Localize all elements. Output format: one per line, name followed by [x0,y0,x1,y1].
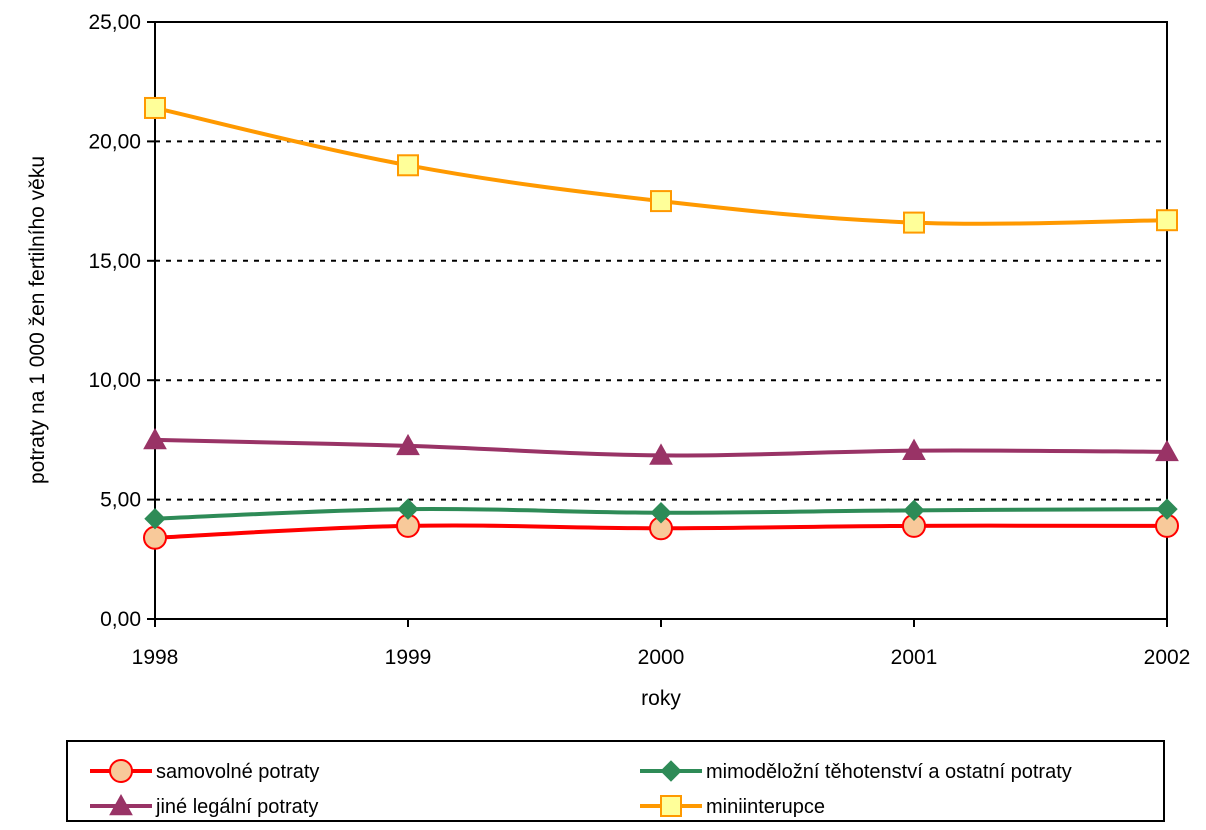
data-point [1156,209,1178,232]
legend-label: miniinterupce [706,796,825,818]
data-point [397,154,419,177]
legend-item: jiné legální potraty [90,793,318,818]
data-point [396,433,420,456]
legend-label: jiné legální potraty [155,796,318,818]
x-tick-label: 1998 [132,646,179,669]
legend-item: mimoděložní těhotenství a ostatní potrat… [640,760,1072,783]
data-point [143,427,167,450]
y-tick-label: 5,00 [100,489,141,512]
x-axis-title: roky [641,687,681,710]
data-point [650,502,672,524]
data-point [649,443,673,465]
series-2 [143,427,1179,465]
data-point [902,438,926,460]
grid-lines [155,140,1167,501]
y-tick-label: 20,00 [88,130,141,153]
legend-item: samovolné potraty [90,759,319,783]
data-point [903,211,925,234]
y-tick-label: 0,00 [100,608,141,631]
y-tick-label: 25,00 [88,11,141,34]
legend-marker [109,759,133,783]
series-3 [144,96,1178,234]
data-point [1156,498,1178,520]
data-point [143,525,167,550]
data-point [144,507,166,530]
x-tick-label: 2002 [1144,646,1191,669]
legend-label: mimoděložní těhotenství a ostatní potrat… [706,761,1072,783]
legend-item: miniinterupce [640,795,825,818]
x-tick-label: 1999 [385,646,432,669]
legend-marker [660,760,682,782]
x-tick-label: 2001 [891,646,938,669]
y-axis: 0,00 5,00 10,00 15,00 20,00 25,00 [88,11,155,631]
legend-box [66,740,1165,822]
data-point [144,96,166,119]
data-point [397,498,419,520]
data-point [903,499,925,522]
y-tick-label: 15,00 [88,250,141,273]
x-axis: 1998 1999 2000 2001 2002 [132,619,1191,669]
series-layer [143,96,1179,550]
data-point [1155,439,1179,462]
series-0 [143,513,1179,550]
legend: samovolné potraty mimoděložní těhotenství… [66,740,1165,822]
legend-marker [660,795,682,817]
legend-marker [109,793,133,816]
y-tick-label: 10,00 [88,369,141,392]
x-tick-label: 2000 [638,646,685,669]
series-1 [144,498,1178,530]
y-axis-title: potraty na 1 000 žen fertilního věku [26,156,49,484]
legend-label: samovolné potraty [156,761,319,783]
data-point [650,190,672,213]
